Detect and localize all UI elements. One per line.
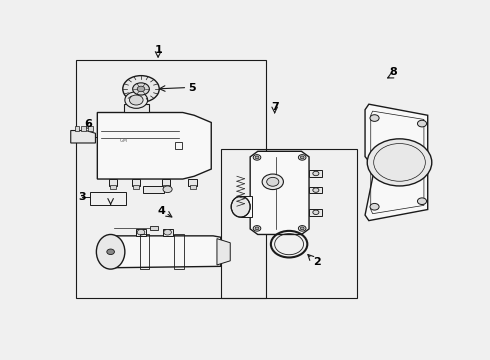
Bar: [175, 142, 182, 149]
Circle shape: [137, 86, 145, 92]
Bar: [136, 229, 146, 236]
Circle shape: [267, 177, 279, 186]
Bar: [143, 186, 164, 193]
Circle shape: [300, 227, 304, 230]
Bar: [76, 60, 267, 298]
Text: 7: 7: [271, 102, 278, 112]
Bar: [124, 104, 148, 112]
Bar: [190, 185, 196, 189]
Polygon shape: [309, 187, 322, 193]
Polygon shape: [241, 197, 252, 217]
Circle shape: [123, 76, 159, 102]
Circle shape: [255, 156, 259, 159]
Circle shape: [417, 198, 427, 204]
Bar: [133, 185, 139, 189]
Polygon shape: [309, 209, 322, 216]
Bar: [110, 185, 116, 189]
Bar: [109, 179, 117, 186]
Polygon shape: [113, 236, 220, 268]
Text: 6: 6: [85, 118, 93, 129]
Circle shape: [370, 203, 379, 210]
Polygon shape: [98, 112, 211, 179]
Bar: [74, 126, 79, 131]
Circle shape: [253, 155, 261, 160]
Circle shape: [164, 229, 171, 235]
Circle shape: [163, 186, 172, 193]
Circle shape: [298, 226, 306, 231]
Text: 8: 8: [390, 67, 397, 77]
Circle shape: [300, 156, 304, 159]
Bar: [88, 126, 93, 131]
Circle shape: [129, 95, 143, 105]
Text: GM: GM: [120, 139, 128, 143]
Text: 3: 3: [78, 192, 86, 202]
Bar: [162, 179, 170, 186]
Polygon shape: [365, 104, 428, 221]
Bar: [163, 229, 172, 236]
Circle shape: [253, 226, 261, 231]
Text: 5: 5: [189, 82, 196, 93]
Bar: [140, 234, 149, 269]
Text: 4: 4: [158, 206, 166, 216]
Circle shape: [367, 139, 432, 186]
Circle shape: [125, 92, 147, 108]
Bar: [131, 179, 140, 186]
Circle shape: [298, 155, 306, 160]
Circle shape: [137, 229, 145, 235]
Circle shape: [370, 115, 379, 121]
Bar: [174, 234, 184, 269]
Bar: [220, 149, 358, 298]
Bar: [81, 126, 86, 131]
Polygon shape: [309, 170, 322, 177]
Polygon shape: [250, 151, 309, 234]
Bar: [150, 226, 158, 230]
Ellipse shape: [231, 196, 250, 217]
Circle shape: [255, 227, 259, 230]
Circle shape: [133, 83, 149, 95]
Ellipse shape: [97, 234, 125, 269]
Bar: [90, 192, 126, 205]
Circle shape: [313, 171, 319, 176]
Circle shape: [417, 120, 427, 127]
Text: 2: 2: [313, 257, 320, 267]
Circle shape: [313, 210, 319, 215]
Circle shape: [313, 188, 319, 192]
Circle shape: [262, 174, 283, 190]
Bar: [189, 179, 197, 186]
Circle shape: [107, 249, 115, 255]
Polygon shape: [217, 239, 230, 265]
Polygon shape: [71, 131, 96, 143]
Bar: [163, 185, 169, 189]
Text: 1: 1: [154, 45, 162, 55]
